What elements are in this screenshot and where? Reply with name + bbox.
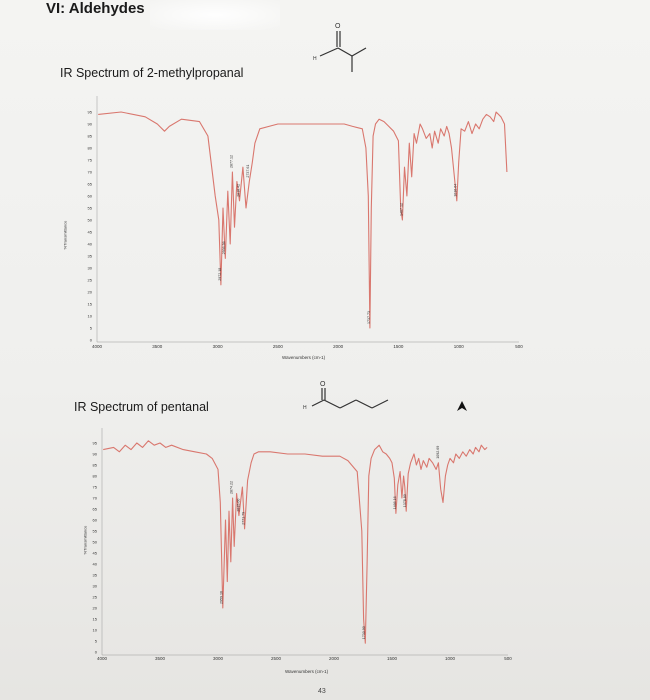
peak-label: 2959.16 <box>220 591 224 604</box>
hydrogen-label: H <box>313 56 317 62</box>
molecule-2-methylpropanal: O H <box>313 23 367 72</box>
oxygen-label: O <box>335 23 341 30</box>
y-tick-label: 65 <box>93 507 98 512</box>
y-tick-label: 80 <box>93 474 98 479</box>
x-tick-label: 1000 <box>454 344 465 349</box>
x-tick-label: 2000 <box>333 344 344 349</box>
y-tick-label: 70 <box>93 496 98 501</box>
y-tick-label: 85 <box>93 463 98 468</box>
x-tick-label: 3500 <box>155 656 166 661</box>
light-glare <box>150 0 280 30</box>
y-tick-label: 0 <box>95 650 98 655</box>
peak-label: 2972.18 <box>218 268 222 281</box>
x-tick-label: 4000 <box>92 344 103 349</box>
aldehyde-c-h-bond <box>319 47 339 57</box>
y-tick-label: 40 <box>88 242 93 247</box>
y-tick-label: 65 <box>88 182 93 187</box>
y-tick-label: 5 <box>95 639 98 644</box>
y-tick-label: 35 <box>93 573 98 578</box>
y-tick-label: 20 <box>93 606 98 611</box>
y-tick-label: 80 <box>88 146 93 151</box>
x-tick-label: 500 <box>504 656 512 661</box>
peak-label: 2737.61 <box>246 165 250 178</box>
peak-label: 1466.16 <box>393 496 397 509</box>
methyl-bond-2 <box>351 47 367 57</box>
peak-label: 2771.79 <box>242 512 246 525</box>
peak-label: 2877.12 <box>229 155 233 168</box>
x-tick-label: 3500 <box>152 344 163 349</box>
peak-label: 1378.80 <box>403 494 407 507</box>
y-tick-label: 70 <box>88 170 93 175</box>
y-tick-label: 50 <box>88 218 93 223</box>
y-tick-label: 30 <box>93 584 98 589</box>
x-tick-label: 1000 <box>445 656 456 661</box>
chart-2-title: IR Spectrum of pentanal <box>74 400 209 414</box>
chart-2-xlabel: Wavenumbers (cm-1) <box>285 669 329 674</box>
y-tick-label: 10 <box>88 314 93 319</box>
x-tick-label: 2000 <box>329 656 340 661</box>
y-tick-label: 35 <box>88 254 93 259</box>
x-tick-label: 3000 <box>213 656 224 661</box>
mouse-cursor-icon <box>457 401 467 411</box>
oxygen-label: O <box>320 381 326 388</box>
y-tick-label: 95 <box>88 110 93 115</box>
peak-label: 2818.42 <box>237 184 241 197</box>
page-number: 43 <box>318 688 326 695</box>
y-tick-label: 20 <box>88 290 93 295</box>
chart-1-title: IR Spectrum of 2-methylpropanal <box>60 66 244 80</box>
peak-label: 2874.22 <box>230 481 234 494</box>
x-tick-label: 1500 <box>393 344 404 349</box>
section-heading: VI: Aldehydes <box>46 0 145 17</box>
x-tick-label: 500 <box>515 344 523 349</box>
y-tick-label: 45 <box>88 230 93 235</box>
x-tick-label: 2500 <box>273 344 284 349</box>
y-tick-label: 10 <box>93 628 98 633</box>
chart-1-xlabel: Wavenumbers (cm-1) <box>282 355 326 360</box>
peak-label: 1016.64 <box>454 184 458 197</box>
y-tick-label: 40 <box>93 562 98 567</box>
y-tick-label: 90 <box>88 122 93 127</box>
x-tick-label: 3000 <box>213 344 224 349</box>
x-tick-label: 1500 <box>387 656 398 661</box>
y-tick-label: 15 <box>88 302 93 307</box>
y-tick-label: 5 <box>90 326 93 331</box>
y-tick-label: 25 <box>93 595 98 600</box>
peak-label: 1737.73 <box>367 311 371 324</box>
y-tick-label: 75 <box>88 158 93 163</box>
y-tick-label: 15 <box>93 617 98 622</box>
molecule-pentanal: O H <box>303 381 389 411</box>
y-tick-label: 75 <box>93 485 98 490</box>
spectrum-series-line <box>98 111 508 329</box>
chart-2-ylabel: %Transmittance <box>82 525 88 555</box>
y-tick-label: 55 <box>93 529 98 534</box>
y-tick-label: 60 <box>88 194 93 199</box>
hydrogen-label: H <box>303 405 307 411</box>
c-c-bond <box>337 47 353 57</box>
y-tick-label: 50 <box>93 540 98 545</box>
x-tick-label: 2500 <box>271 656 282 661</box>
y-tick-label: 95 <box>93 441 98 446</box>
y-tick-label: 45 <box>93 551 98 556</box>
y-tick-label: 0 <box>90 338 93 343</box>
y-tick-label: 90 <box>93 452 98 457</box>
peak-label: 2936.56 <box>222 241 226 254</box>
peak-label: 2815.00 <box>237 499 241 512</box>
y-tick-label: 55 <box>88 206 93 211</box>
spectrum-series-line <box>103 440 488 644</box>
peak-label: 1467.12 <box>399 203 403 216</box>
peak-label: 1092.69 <box>436 446 440 459</box>
x-tick-label: 4000 <box>97 656 108 661</box>
y-tick-label: 60 <box>93 518 98 523</box>
chart-1-ylabel: %Transmittance <box>62 220 68 250</box>
y-tick-label: 30 <box>88 266 93 271</box>
peak-label: 1730.90 <box>362 626 366 639</box>
y-tick-label: 25 <box>88 278 93 283</box>
y-tick-label: 85 <box>88 134 93 139</box>
